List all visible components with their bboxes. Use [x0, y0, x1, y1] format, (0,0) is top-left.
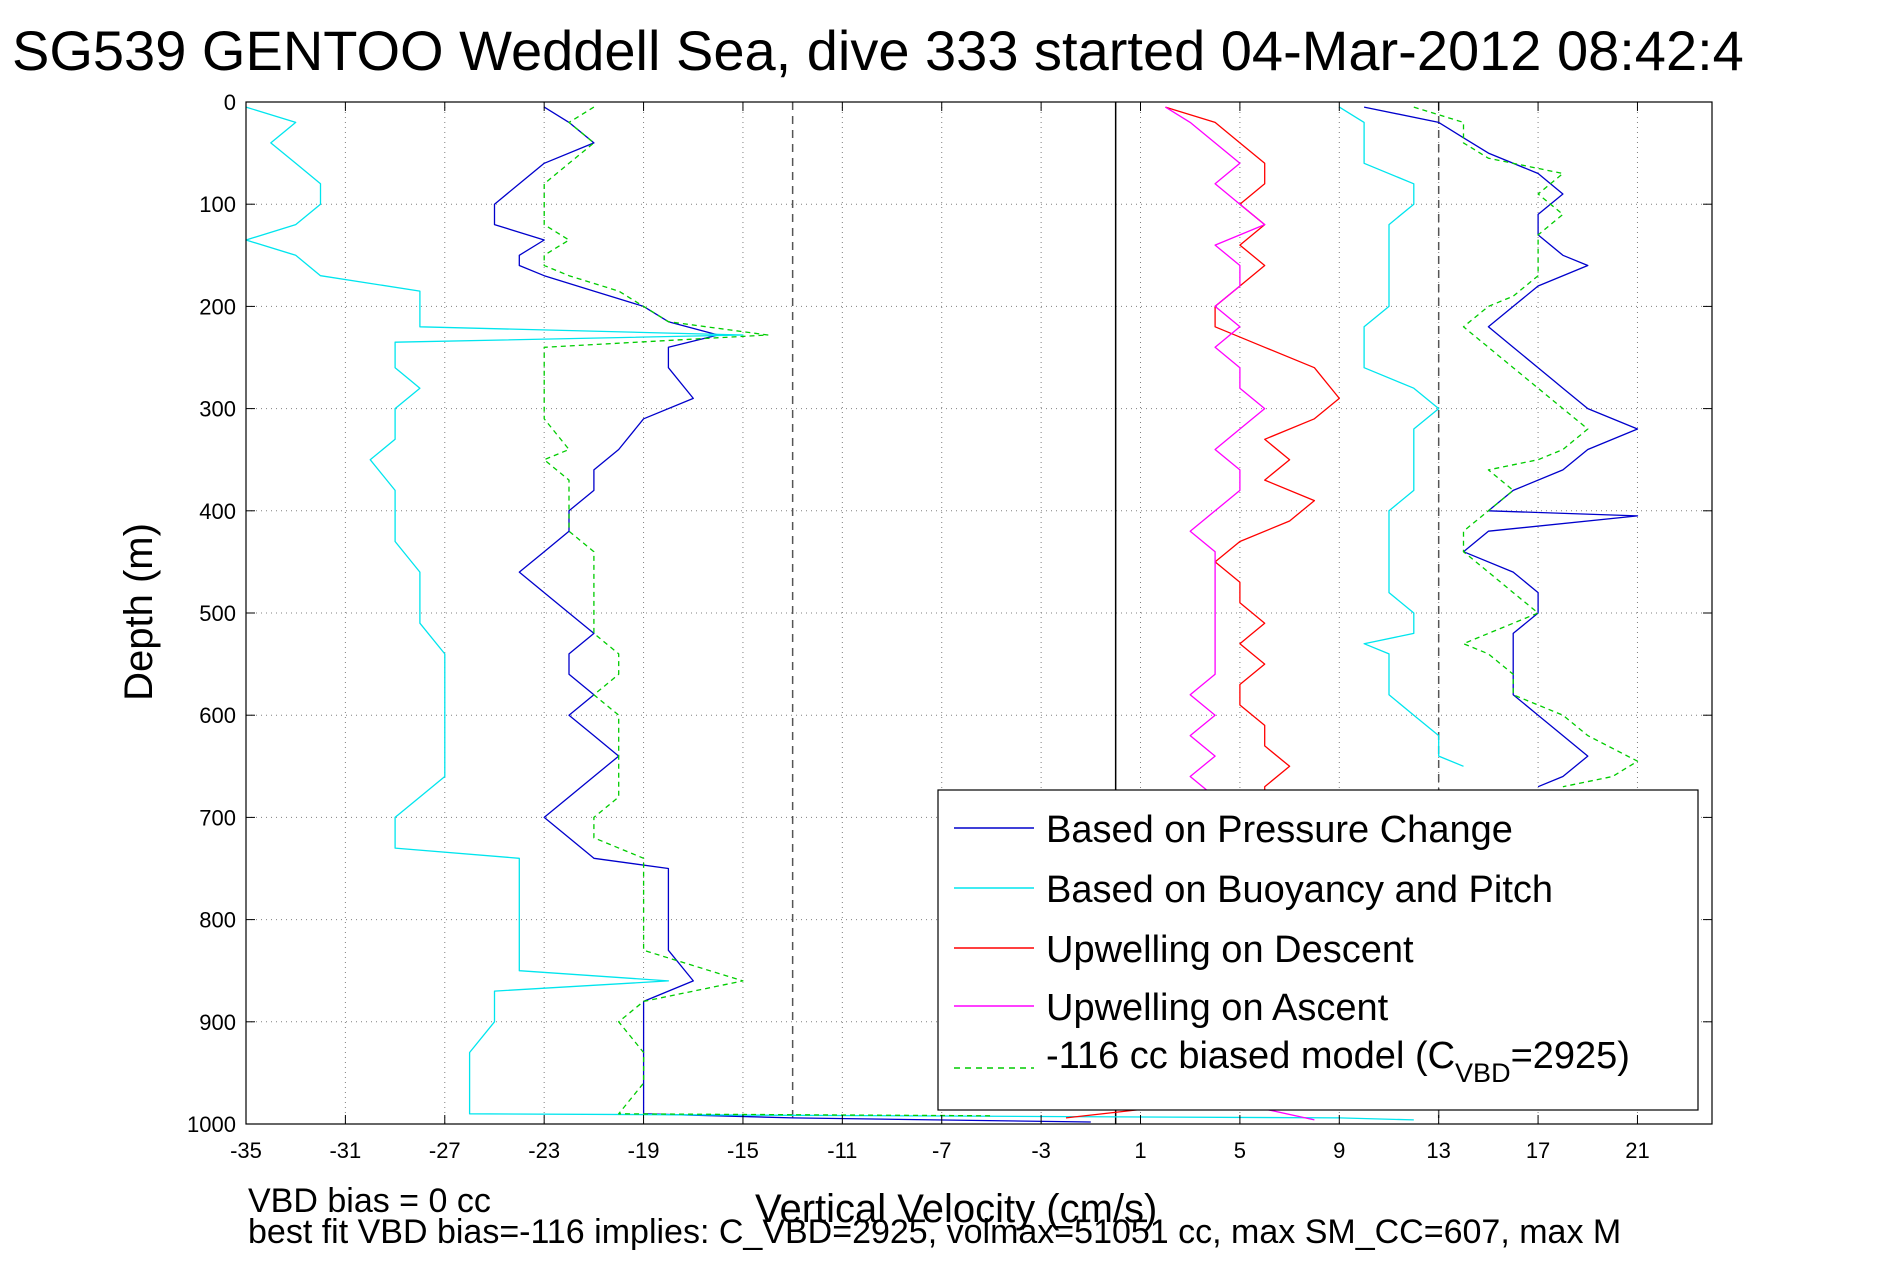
- x-tick-label: 21: [1625, 1138, 1649, 1163]
- legend-label-suffix: =2925): [1511, 1035, 1630, 1077]
- series-line: [245, 106, 1414, 1121]
- legend-item: Based on Buoyancy and Pitch: [954, 869, 1553, 911]
- y-axis-label: Depth (m): [117, 523, 161, 701]
- legend-label: -116 cc biased model (CVBD=2925): [1046, 1035, 1630, 1088]
- y-tick-label: 600: [199, 703, 236, 728]
- x-tick-label: 5: [1234, 1138, 1246, 1163]
- x-tick-label: -19: [628, 1138, 660, 1163]
- x-tick-label: 13: [1426, 1138, 1450, 1163]
- series-line: [1338, 106, 1464, 767]
- legend-label-prefix: -116 cc biased model (C: [1046, 1035, 1455, 1077]
- annotation-vbd-bias: VBD bias = 0 cc: [248, 1182, 491, 1220]
- legend-label: Upwelling on Ascent: [1046, 987, 1389, 1029]
- y-tick-label: 800: [199, 908, 236, 933]
- legend-item: Upwelling on Descent: [954, 929, 1414, 971]
- x-tick-label: -3: [1031, 1138, 1051, 1163]
- y-tick-label: 700: [199, 805, 236, 830]
- x-axis-label: Vertical Velocity (cm/s): [755, 1187, 1157, 1231]
- y-tick-label: 100: [199, 192, 236, 217]
- x-tick-label: -7: [932, 1138, 952, 1163]
- series-line: [493, 106, 1091, 1123]
- chart-title: SG539 GENTOO Weddell Sea, dive 333 start…: [12, 19, 1744, 82]
- x-axis: -35 -31 -27 -23 -19 -15 -11 -7 -3 1 5 9 13 17 21: [230, 102, 1650, 1163]
- legend-label: Upwelling on Descent: [1046, 929, 1414, 971]
- x-tick-label: -27: [429, 1138, 461, 1163]
- legend-label: Based on Buoyancy and Pitch: [1046, 869, 1553, 911]
- legend: Based on Pressure Change Based on Buoyan…: [937, 789, 1699, 1111]
- legend-box: [937, 789, 1699, 1111]
- x-tick-label: -23: [528, 1138, 560, 1163]
- annotation-best-fit: best fit VBD bias=-116 implies: C_VBD=29…: [248, 1213, 1621, 1251]
- y-tick-label: 1000: [187, 1112, 236, 1137]
- x-tick-label: -31: [329, 1138, 361, 1163]
- y-tick-label: 500: [199, 601, 236, 626]
- legend-item: Upwelling on Ascent: [954, 987, 1389, 1029]
- series-line: [543, 106, 992, 1117]
- x-tick-label: -35: [230, 1138, 262, 1163]
- series-line: [1413, 106, 1639, 788]
- y-tick-label: 400: [199, 499, 236, 524]
- x-tick-label: -15: [727, 1138, 759, 1163]
- x-tick-label: -11: [827, 1138, 857, 1163]
- y-axis: 0 100 200 300 400 500 600 700 800 900 1000: [187, 90, 1712, 1137]
- legend-item: -116 cc biased model (CVBD=2925): [954, 1035, 1630, 1088]
- legend-label-subscript: VBD: [1455, 1058, 1511, 1088]
- y-tick-label: 0: [224, 90, 236, 115]
- y-tick-label: 900: [199, 1010, 236, 1035]
- legend-item: Based on Pressure Change: [954, 809, 1513, 851]
- x-tick-label: 17: [1526, 1138, 1550, 1163]
- x-tick-label: 1: [1134, 1138, 1146, 1163]
- legend-label: Based on Pressure Change: [1046, 809, 1513, 851]
- y-tick-label: 200: [199, 294, 236, 319]
- y-tick-label: 300: [199, 397, 236, 422]
- x-tick-label: 9: [1333, 1138, 1345, 1163]
